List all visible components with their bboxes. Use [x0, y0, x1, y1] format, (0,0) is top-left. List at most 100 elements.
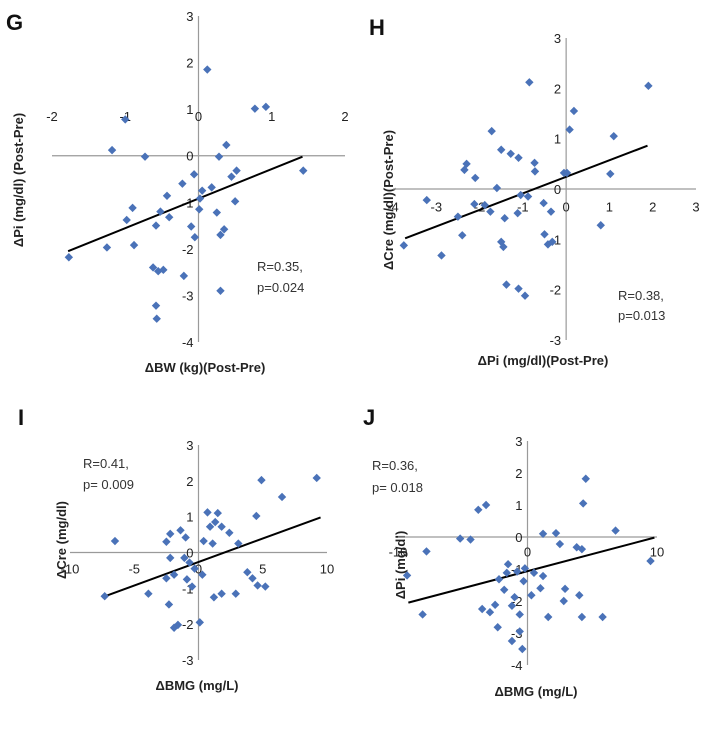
data-point: [122, 215, 131, 225]
data-point: [159, 265, 168, 275]
data-point: [494, 575, 504, 584]
data-point: [606, 169, 615, 179]
data-point: [299, 166, 308, 175]
x-tick-label: 0: [563, 200, 570, 215]
data-point: [544, 612, 553, 622]
x-tick-label: -10: [389, 544, 408, 559]
data-point: [198, 570, 207, 579]
data-point: [644, 81, 653, 91]
data-point: [227, 172, 236, 181]
data-point: [502, 280, 511, 289]
data-point: [216, 286, 225, 295]
data-point: [399, 241, 409, 250]
data-point: [152, 314, 161, 323]
data-point: [107, 145, 117, 155]
data-point: [169, 570, 179, 579]
y-tick-label: 1: [186, 510, 193, 525]
y-tick-label: 2: [186, 56, 193, 71]
data-point: [212, 208, 222, 217]
data-point: [480, 200, 489, 210]
panel-g: G ΔBW (kg)(Post-Pre) ΔPi (mg/dl) (Post-P…: [6, 9, 349, 375]
data-point: [213, 508, 222, 518]
data-point: [110, 536, 120, 546]
data-point: [497, 145, 506, 154]
data-point: [195, 205, 204, 214]
data-point: [208, 539, 217, 548]
data-point: [560, 584, 570, 594]
data-point: [222, 140, 231, 150]
data-point: [156, 207, 165, 216]
data-point: [180, 553, 189, 563]
data-point: [646, 556, 655, 566]
data-point: [162, 537, 171, 546]
y-tick-label: 0: [186, 546, 193, 561]
data-point: [538, 571, 548, 581]
data-point: [466, 535, 475, 544]
y-tick-label: -2: [550, 283, 562, 298]
data-point: [209, 593, 219, 602]
data-point: [186, 222, 196, 231]
data-point: [211, 517, 220, 527]
data-point: [203, 508, 212, 517]
data-point: [277, 492, 287, 502]
data-point: [185, 558, 194, 567]
y-tick-label: 3: [515, 434, 522, 449]
x-axis-label: ΔBMG (mg/L): [495, 684, 578, 699]
data-point: [214, 152, 224, 161]
data-point: [458, 231, 467, 240]
y-tick-label: 3: [186, 438, 193, 453]
x-tick-label: -2: [474, 200, 486, 215]
data-point: [546, 207, 556, 216]
x-tick-label: -1: [517, 200, 529, 215]
data-point: [207, 183, 216, 192]
data-point: [514, 153, 523, 162]
data-point: [181, 533, 190, 542]
panel-i: I ΔBMG (mg/L) ΔCre (mg/dl) R=0.41, p= 0.…: [18, 405, 334, 693]
data-point: [250, 104, 260, 113]
x-tick-label: -2: [46, 109, 58, 124]
data-point: [569, 106, 579, 116]
data-point: [151, 301, 161, 310]
data-point: [455, 534, 465, 543]
trend-line: [408, 536, 655, 604]
y-tick-label: 1: [554, 132, 561, 147]
data-point: [596, 221, 605, 230]
y-tick-label: 2: [186, 474, 193, 489]
data-point: [514, 284, 523, 293]
data-point: [100, 592, 109, 601]
data-point: [578, 499, 588, 508]
data-point: [187, 582, 197, 591]
y-tick-label: 0: [554, 182, 561, 197]
data-point: [486, 207, 495, 216]
y-tick-label: 3: [186, 9, 193, 24]
data-point: [162, 191, 172, 200]
data-point: [611, 526, 620, 535]
data-point: [551, 528, 561, 538]
data-point: [219, 225, 229, 234]
y-tick-label: -3: [182, 653, 194, 668]
data-point: [515, 627, 524, 636]
data-point: [562, 168, 572, 178]
data-point: [261, 102, 271, 112]
data-point: [487, 126, 496, 136]
x-tick-label: -4: [387, 200, 399, 215]
data-point: [165, 212, 174, 222]
data-point: [217, 522, 226, 531]
panel-letter-i: I: [18, 405, 24, 430]
data-point: [453, 212, 463, 221]
data-point: [189, 170, 199, 179]
data-point: [581, 474, 590, 483]
data-point: [422, 195, 431, 205]
data-point: [525, 78, 534, 87]
x-tick-label: 10: [320, 562, 334, 577]
data-point: [515, 610, 524, 619]
y-tick-label: -3: [550, 333, 562, 348]
data-point: [523, 192, 533, 201]
data-point: [575, 591, 584, 600]
p-annotation: p= 0.018: [372, 480, 423, 495]
data-point: [513, 208, 522, 218]
data-point: [520, 564, 530, 573]
data-point: [199, 536, 208, 546]
data-point: [510, 592, 519, 602]
